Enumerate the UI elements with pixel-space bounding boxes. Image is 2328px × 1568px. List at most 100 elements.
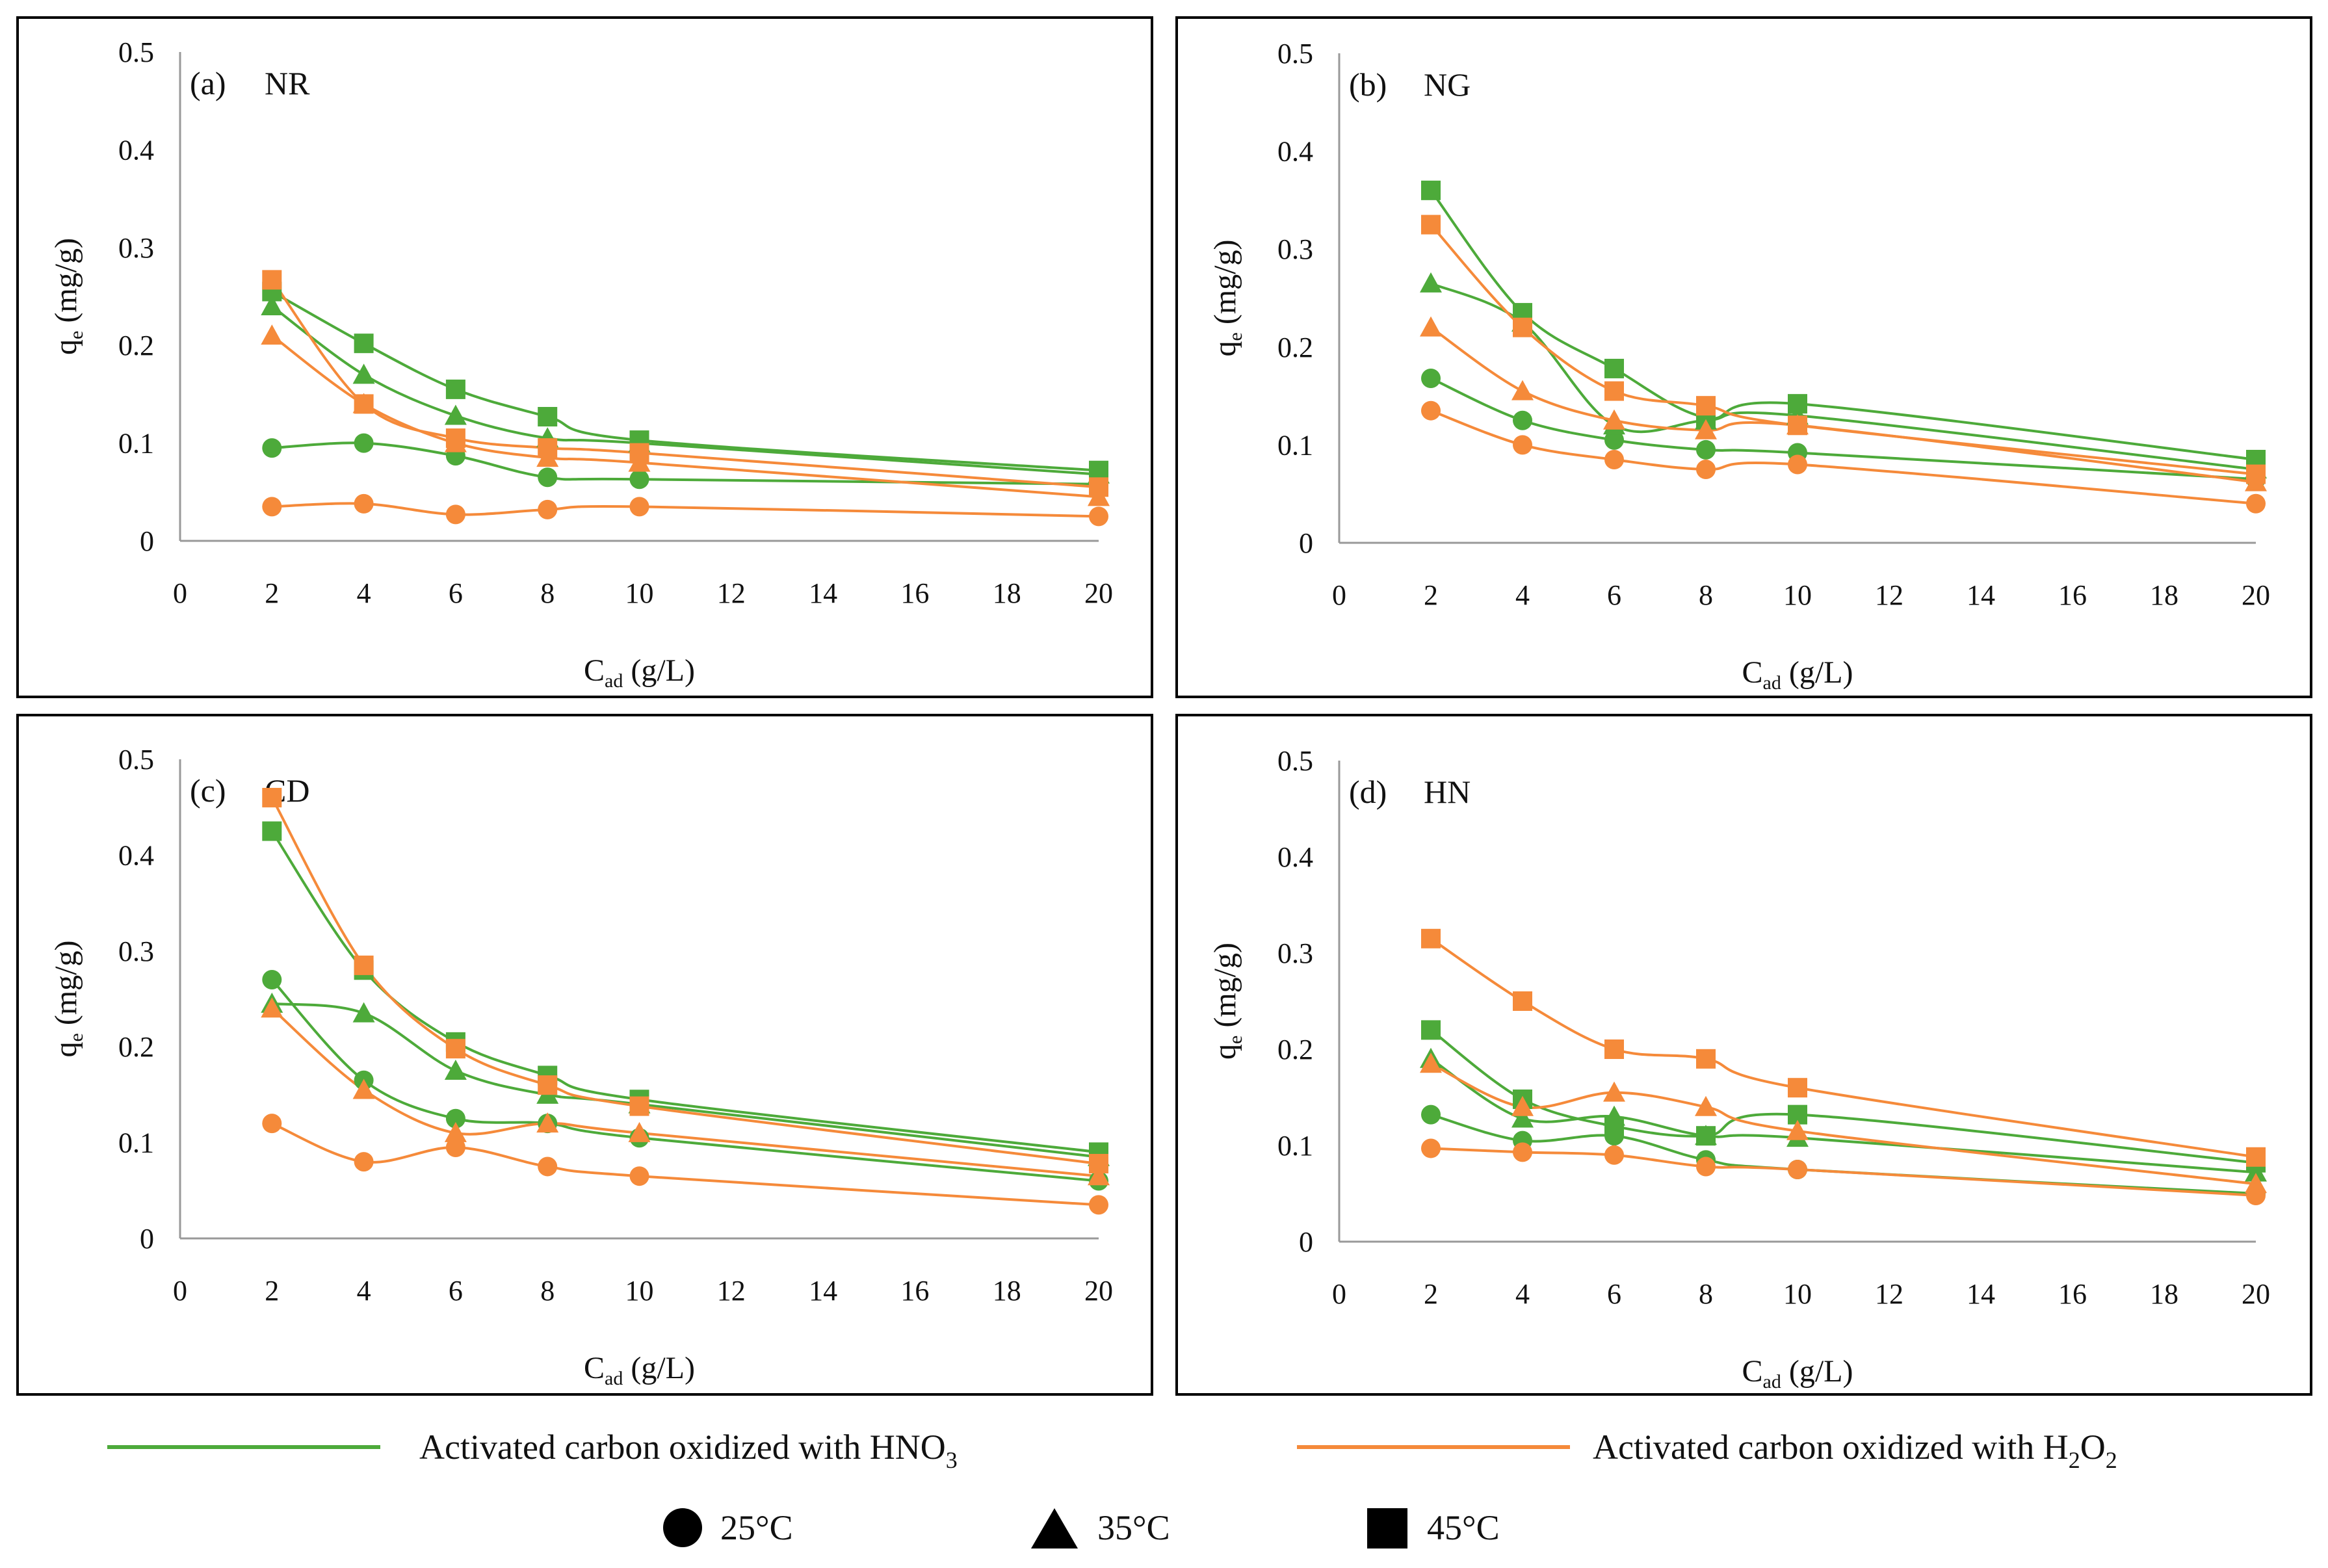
data-point-h2o2-35c [536, 1112, 559, 1133]
data-point-hno3-45c [445, 379, 465, 399]
x-tick-label: 6 [1607, 579, 1621, 611]
data-point-hno3-25c [262, 970, 282, 990]
data-point-h2o2-45c [1089, 1154, 1108, 1174]
data-point-hno3-25c [1421, 1104, 1441, 1125]
panel-frame [16, 16, 1153, 698]
y-tick-label: 0.3 [118, 232, 154, 264]
data-point-h2o2-35c [1420, 316, 1442, 337]
panel-title: NR [265, 65, 310, 101]
data-point-h2o2-25c [1696, 460, 1716, 480]
data-point-hno3-45c [1696, 1126, 1716, 1146]
data-point-h2o2-35c [261, 997, 283, 1018]
y-axis-title: qe (mg/g) [49, 238, 87, 355]
data-point-hno3-25c [1513, 410, 1532, 430]
data-point-hno3-35c [1420, 272, 1442, 293]
y-tick-label: 0.1 [1277, 1130, 1313, 1162]
x-tick-label: 18 [2150, 579, 2178, 611]
x-tick-label: 16 [2058, 1278, 2087, 1310]
chart-panel-nr: 0 2 4 6 8 10 12 14 16 18 20 0 0.1 0.2 0.3 0.4 0.5 Cad (g/… [16, 16, 1153, 698]
data-point-h2o2-25c [1788, 454, 1807, 475]
x-tick-label: 8 [540, 577, 555, 609]
data-point-hno3-45c [1604, 358, 1624, 378]
x-tick-label: 14 [1967, 1278, 1995, 1310]
panel-frame [1175, 714, 2312, 1396]
data-point-h2o2-45c [1421, 928, 1441, 948]
data-point-h2o2-45c [538, 438, 558, 458]
x-tick-label: 6 [449, 1275, 463, 1307]
data-point-h2o2-45c [1604, 381, 1624, 401]
data-point-h2o2-35c [1786, 1119, 1809, 1140]
data-point-h2o2-45c [1513, 317, 1532, 337]
legend-marker-45c [1367, 1508, 1407, 1548]
data-point-h2o2-45c [354, 394, 374, 414]
x-tick-label: 6 [449, 577, 463, 609]
y-axis-title: qe (mg/g) [1208, 943, 1246, 1060]
data-point-hno3-45c [1421, 1020, 1441, 1040]
x-tick-label: 18 [993, 1275, 1021, 1307]
y-tick-label: 0 [1299, 527, 1313, 559]
x-tick-label: 0 [1332, 579, 1346, 611]
x-tick-label: 4 [357, 577, 371, 609]
y-tick-label: 0.5 [1277, 745, 1313, 777]
x-tick-label: 16 [900, 577, 929, 609]
y-tick-label: 0.2 [1277, 332, 1313, 363]
data-point-hno3-45c [354, 333, 374, 354]
x-tick-label: 12 [1875, 579, 1903, 611]
data-point-h2o2-45c [2246, 464, 2266, 484]
panel-label: (d) [1349, 774, 1387, 810]
legend-marker-35c [1031, 1508, 1078, 1548]
data-point-hno3-35c [352, 363, 375, 384]
data-point-hno3-45c [1421, 180, 1441, 200]
data-point-h2o2-25c [1513, 435, 1532, 455]
panel-title: HN [1424, 774, 1471, 810]
chart-panel-cd: 0 2 4 6 8 10 12 14 16 18 20 0 0.1 0.2 0.3 0.4 0.5 Cad (g/… [16, 714, 1153, 1396]
chart-panel-hn: 0 2 4 6 8 10 12 14 16 18 20 0 0.1 0.2 0.3 0.4 0.5 Cad (g/… [1175, 714, 2312, 1396]
data-point-hno3-25c [354, 433, 374, 453]
x-tick-label: 10 [625, 577, 654, 609]
x-tick-label: 4 [1515, 1278, 1530, 1310]
x-tick-label: 20 [2242, 579, 2270, 611]
x-tick-label: 4 [357, 1275, 371, 1307]
data-point-h2o2-45c [1788, 1078, 1807, 1098]
data-point-hno3-45c [1604, 1116, 1624, 1136]
x-tick-label: 0 [173, 1275, 187, 1307]
data-point-hno3-25c [262, 438, 282, 458]
y-tick-label: 0.2 [118, 330, 154, 361]
data-point-h2o2-35c [444, 1121, 467, 1142]
data-point-h2o2-35c [261, 324, 283, 345]
legend-label-45c: 45°C [1427, 1508, 1500, 1547]
y-tick-label: 0.1 [1277, 429, 1313, 461]
y-axis-title: qe (mg/g) [49, 941, 87, 1058]
y-tick-label: 0.2 [118, 1031, 154, 1063]
y-tick-label: 0.3 [1277, 233, 1313, 265]
data-point-h2o2-25c [1696, 1156, 1716, 1177]
data-point-h2o2-45c [629, 1096, 649, 1116]
data-point-h2o2-25c [1089, 1195, 1108, 1215]
data-point-h2o2-35c [1603, 1081, 1625, 1102]
data-point-hno3-35c [261, 295, 283, 316]
x-tick-label: 14 [809, 1275, 837, 1307]
data-point-hno3-45c [262, 821, 282, 841]
data-point-h2o2-25c [1788, 1160, 1807, 1179]
y-tick-label: 0.5 [118, 36, 154, 68]
x-tick-label: 10 [1783, 579, 1812, 611]
legend-label-25c: 25°C [720, 1508, 793, 1547]
data-point-h2o2-25c [262, 497, 282, 517]
data-point-hno3-35c [352, 1002, 375, 1023]
data-point-h2o2-45c [1788, 415, 1807, 436]
data-point-hno3-25c [1696, 439, 1716, 460]
chart-panel-ng: 0 2 4 6 8 10 12 14 16 18 20 0 0.1 0.2 0.3 0.4 0.5 Cad (g/… [1175, 16, 2312, 698]
y-tick-label: 0.2 [1277, 1034, 1313, 1065]
x-tick-label: 0 [173, 577, 187, 609]
x-tick-label: 20 [1084, 1275, 1113, 1307]
x-tick-label: 6 [1607, 1278, 1621, 1310]
data-point-h2o2-35c [1511, 380, 1534, 400]
x-tick-label: 12 [717, 1275, 746, 1307]
data-point-hno3-45c [538, 406, 558, 426]
data-point-h2o2-45c [1421, 215, 1441, 235]
data-point-h2o2-35c [352, 1078, 375, 1099]
y-tick-label: 0.1 [118, 1127, 154, 1159]
data-point-h2o2-45c [1513, 991, 1532, 1011]
x-tick-label: 20 [2242, 1278, 2270, 1310]
